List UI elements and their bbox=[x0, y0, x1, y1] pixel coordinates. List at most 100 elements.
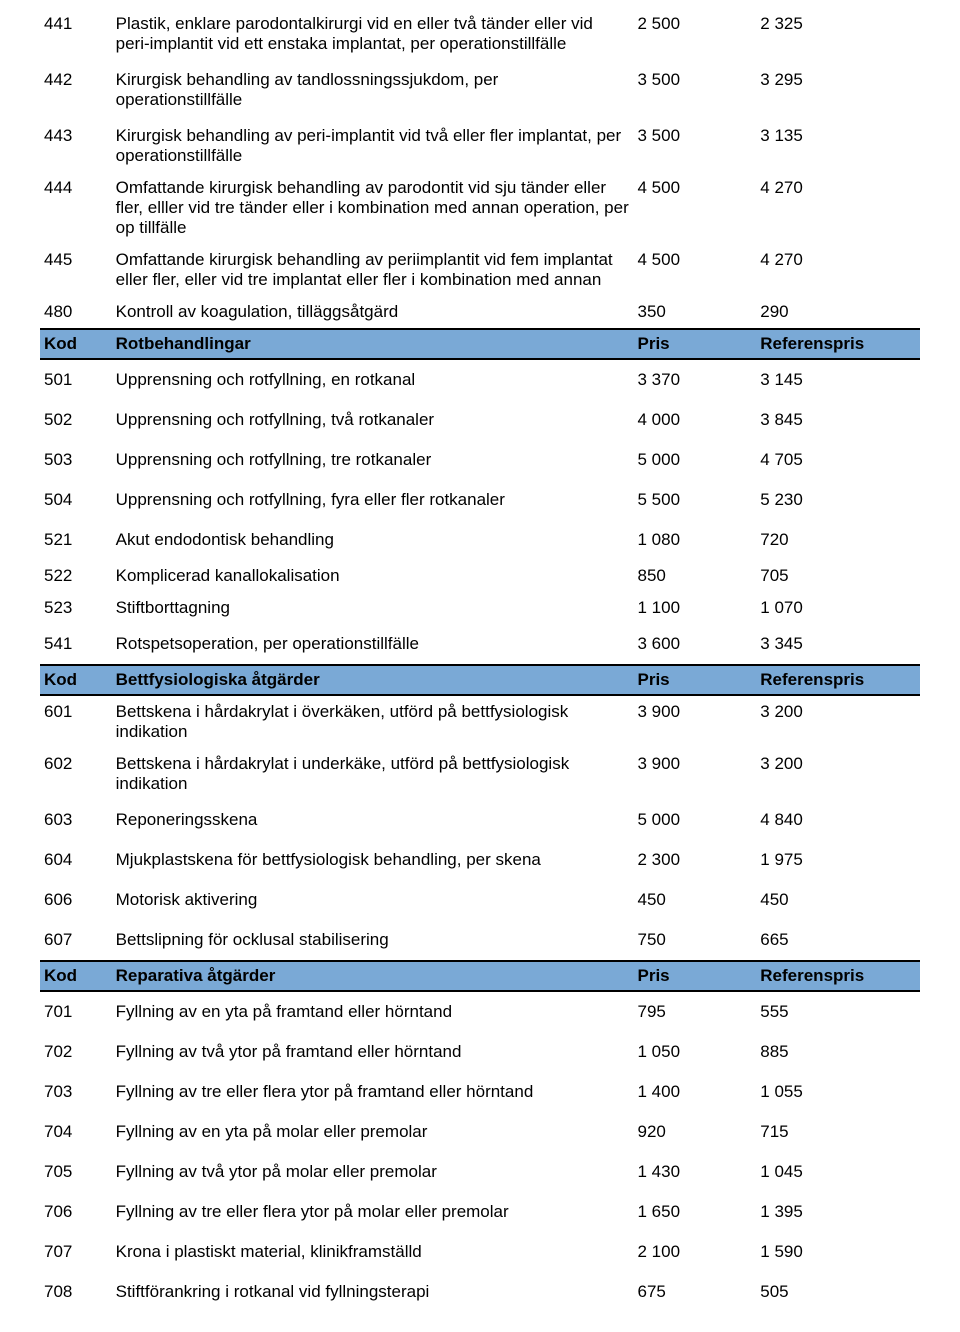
cell-code: 604 bbox=[40, 840, 112, 880]
cell-ref: 705 bbox=[756, 560, 920, 592]
cell-ref: 3 200 bbox=[756, 695, 920, 748]
table-row: 602Bettskena i hårdakrylat i underkäke, … bbox=[40, 748, 920, 800]
table-row: 444Omfattande kirurgisk behandling av pa… bbox=[40, 172, 920, 244]
cell-desc: Reponeringsskena bbox=[112, 800, 634, 840]
table-row: 442Kirurgisk behandling av tandlossnings… bbox=[40, 60, 920, 120]
cell-price: 3 370 bbox=[633, 359, 756, 400]
cell-code: 708 bbox=[40, 1272, 112, 1312]
cell-desc: Motorisk aktivering bbox=[112, 880, 634, 920]
cell-code: 607 bbox=[40, 920, 112, 961]
cell-desc: Fyllning av tre eller flera ytor på fram… bbox=[112, 1072, 634, 1112]
cell-code: 501 bbox=[40, 359, 112, 400]
cell-price: 350 bbox=[633, 296, 756, 329]
cell-desc: Komplicerad kanallokalisation bbox=[112, 560, 634, 592]
cell-desc: Upprensning och rotfyllning, tre rotkana… bbox=[112, 440, 634, 480]
cell-desc: Bettskena i hårdakrylat i överkäken, utf… bbox=[112, 695, 634, 748]
cell-ref: 3 200 bbox=[756, 748, 920, 800]
section-header: KodRotbehandlingarPrisReferenspris bbox=[40, 329, 920, 359]
cell-code: 523 bbox=[40, 592, 112, 624]
cell-code: 442 bbox=[40, 60, 112, 120]
cell-desc: Mjukplastskena för bettfysiologisk behan… bbox=[112, 840, 634, 880]
cell-desc: Upprensning och rotfyllning, fyra eller … bbox=[112, 480, 634, 520]
cell-price: 1 100 bbox=[633, 592, 756, 624]
table-row: 604Mjukplastskena för bettfysiologisk be… bbox=[40, 840, 920, 880]
cell-ref: 450 bbox=[756, 880, 920, 920]
header-code: Kod bbox=[40, 665, 112, 695]
table-row: 706Fyllning av tre eller flera ytor på m… bbox=[40, 1192, 920, 1232]
cell-price: 1 400 bbox=[633, 1072, 756, 1112]
cell-ref: 4 840 bbox=[756, 800, 920, 840]
cell-ref: 3 295 bbox=[756, 60, 920, 120]
cell-code: 701 bbox=[40, 991, 112, 1032]
table-row: 701Fyllning av en yta på framtand eller … bbox=[40, 991, 920, 1032]
cell-price: 3 600 bbox=[633, 624, 756, 665]
cell-code: 444 bbox=[40, 172, 112, 244]
cell-code: 521 bbox=[40, 520, 112, 560]
cell-ref: 1 395 bbox=[756, 1192, 920, 1232]
cell-code: 445 bbox=[40, 244, 112, 296]
table-row: 705Fyllning av två ytor på molar eller p… bbox=[40, 1152, 920, 1192]
table-row: 502Upprensning och rotfyllning, två rotk… bbox=[40, 400, 920, 440]
cell-price: 795 bbox=[633, 991, 756, 1032]
cell-code: 702 bbox=[40, 1032, 112, 1072]
cell-code: 502 bbox=[40, 400, 112, 440]
cell-desc: Bettskena i hårdakrylat i underkäke, utf… bbox=[112, 748, 634, 800]
cell-ref: 555 bbox=[756, 991, 920, 1032]
cell-ref: 1 975 bbox=[756, 840, 920, 880]
cell-code: 706 bbox=[40, 1192, 112, 1232]
section-header: KodBettfysiologiska åtgärderPrisReferens… bbox=[40, 665, 920, 695]
header-ref: Referenspris bbox=[756, 961, 920, 991]
cell-code: 441 bbox=[40, 8, 112, 60]
table-row: 708Stiftförankring i rotkanal vid fyllni… bbox=[40, 1272, 920, 1312]
cell-price: 3 500 bbox=[633, 60, 756, 120]
cell-desc: Fyllning av en yta på framtand eller hör… bbox=[112, 991, 634, 1032]
cell-desc: Krona i plastiskt material, klinikframst… bbox=[112, 1232, 634, 1272]
cell-ref: 1 070 bbox=[756, 592, 920, 624]
cell-ref: 4 705 bbox=[756, 440, 920, 480]
cell-code: 703 bbox=[40, 1072, 112, 1112]
cell-desc: Upprensning och rotfyllning, en rotkanal bbox=[112, 359, 634, 400]
cell-code: 541 bbox=[40, 624, 112, 665]
cell-code: 601 bbox=[40, 695, 112, 748]
table-row: 522Komplicerad kanallokalisation850705 bbox=[40, 560, 920, 592]
cell-price: 1 050 bbox=[633, 1032, 756, 1072]
table-row: 521Akut endodontisk behandling1 080720 bbox=[40, 520, 920, 560]
cell-price: 1 650 bbox=[633, 1192, 756, 1232]
header-price: Pris bbox=[633, 329, 756, 359]
cell-desc: Kontroll av koagulation, tilläggsåtgärd bbox=[112, 296, 634, 329]
header-price: Pris bbox=[633, 961, 756, 991]
table-row: 607Bettslipning för ocklusal stabiliseri… bbox=[40, 920, 920, 961]
cell-price: 4 500 bbox=[633, 244, 756, 296]
table-row: 704Fyllning av en yta på molar eller pre… bbox=[40, 1112, 920, 1152]
cell-price: 4 000 bbox=[633, 400, 756, 440]
cell-ref: 885 bbox=[756, 1032, 920, 1072]
cell-desc: Omfattande kirurgisk behandling av parod… bbox=[112, 172, 634, 244]
cell-ref: 3 135 bbox=[756, 120, 920, 172]
cell-ref: 4 270 bbox=[756, 244, 920, 296]
cell-price: 450 bbox=[633, 880, 756, 920]
cell-desc: Rotspetsoperation, per operationstillfäl… bbox=[112, 624, 634, 665]
cell-code: 504 bbox=[40, 480, 112, 520]
header-title: Bettfysiologiska åtgärder bbox=[112, 665, 634, 695]
cell-ref: 4 270 bbox=[756, 172, 920, 244]
table-row: 501Upprensning och rotfyllning, en rotka… bbox=[40, 359, 920, 400]
cell-price: 5 500 bbox=[633, 480, 756, 520]
table-row: 702Fyllning av två ytor på framtand elle… bbox=[40, 1032, 920, 1072]
cell-price: 2 300 bbox=[633, 840, 756, 880]
cell-ref: 715 bbox=[756, 1112, 920, 1152]
cell-desc: Omfattande kirurgisk behandling av perii… bbox=[112, 244, 634, 296]
cell-ref: 290 bbox=[756, 296, 920, 329]
table-row: 703Fyllning av tre eller flera ytor på f… bbox=[40, 1072, 920, 1112]
cell-desc: Fyllning av två ytor på molar eller prem… bbox=[112, 1152, 634, 1192]
cell-price: 850 bbox=[633, 560, 756, 592]
cell-code: 443 bbox=[40, 120, 112, 172]
header-code: Kod bbox=[40, 961, 112, 991]
cell-ref: 3 145 bbox=[756, 359, 920, 400]
cell-code: 602 bbox=[40, 748, 112, 800]
table-row: 541Rotspetsoperation, per operationstill… bbox=[40, 624, 920, 665]
cell-desc: Upprensning och rotfyllning, två rotkana… bbox=[112, 400, 634, 440]
table-row: 603Reponeringsskena5 0004 840 bbox=[40, 800, 920, 840]
header-title: Reparativa åtgärder bbox=[112, 961, 634, 991]
cell-ref: 720 bbox=[756, 520, 920, 560]
cell-price: 1 080 bbox=[633, 520, 756, 560]
